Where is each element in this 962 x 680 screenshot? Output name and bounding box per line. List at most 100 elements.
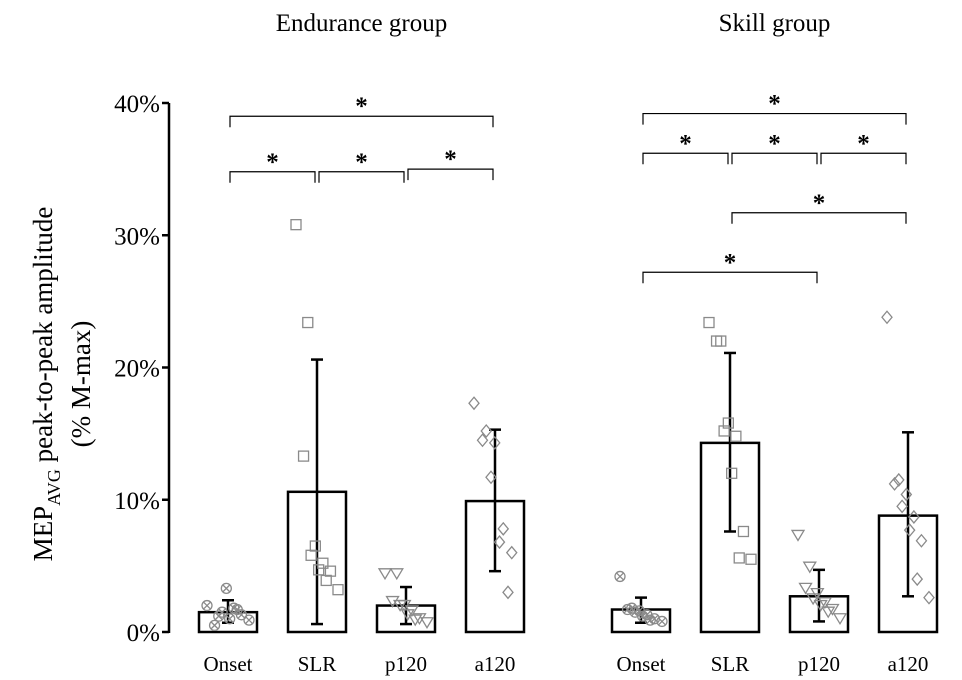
data-point-cross	[658, 617, 666, 626]
data-point-cross	[203, 601, 211, 610]
data-point	[798, 582, 813, 595]
data-point	[908, 509, 920, 524]
significance-bracket	[731, 152, 818, 165]
data-point	[497, 521, 510, 536]
data-point	[892, 472, 905, 487]
data-point	[718, 425, 730, 437]
y-axis-label-rest: peak-to-peak amplitude	[28, 207, 58, 469]
data-point	[656, 615, 668, 628]
data-point	[419, 617, 435, 630]
data-point	[485, 470, 497, 485]
y-tick-label: 0%	[127, 620, 160, 647]
data-point	[290, 219, 302, 231]
significance-bracket	[820, 152, 907, 165]
data-point	[715, 335, 727, 347]
data-point-circle	[224, 613, 236, 625]
data-point-cross	[225, 614, 234, 623]
data-point	[216, 606, 228, 618]
significance-star: *	[857, 130, 870, 157]
data-point	[832, 613, 848, 626]
significance-star: *	[355, 93, 368, 120]
bar-group: Skill group Onset SLR p120 a120 * * * * * *	[610, 10, 939, 676]
y-axis-label-line2: (% M-max)	[66, 321, 96, 448]
data-point-cross	[646, 616, 655, 625]
significance-star: *	[768, 91, 781, 118]
data-point	[313, 564, 325, 576]
data-point	[805, 593, 821, 606]
data-point	[730, 430, 742, 442]
data-point	[903, 523, 916, 538]
data-point	[224, 613, 236, 625]
group-title: Endurance group	[276, 10, 447, 37]
data-point	[821, 606, 836, 619]
data-point	[320, 574, 332, 587]
data-point	[389, 568, 404, 581]
data-point	[302, 316, 314, 329]
data-point	[243, 614, 255, 626]
data-point	[911, 572, 924, 587]
significance-bracket	[642, 112, 907, 125]
data-point	[220, 582, 232, 595]
x-category-label: Onset	[617, 652, 666, 676]
axes: 0% 10% 20% 30% 40%	[114, 91, 171, 647]
data-point-cross	[616, 572, 624, 581]
significance-bracket	[731, 212, 907, 224]
y-axis-label: MEPAVG peak-to-peak amplitude (% M-max)	[28, 207, 96, 562]
data-point	[888, 476, 901, 491]
data-point-circle	[644, 614, 656, 626]
data-point-circle	[231, 603, 243, 616]
data-point-circle	[213, 610, 225, 622]
group-title: Skill group	[719, 10, 831, 37]
data-point-cross	[222, 584, 231, 593]
data-point	[710, 335, 723, 347]
data-point	[825, 603, 840, 616]
data-point	[476, 433, 489, 448]
data-point-cross	[210, 621, 219, 630]
y-axis-label-line1: MEPAVG peak-to-peak amplitude	[28, 207, 64, 562]
significance-star: *	[813, 190, 826, 217]
data-point	[881, 310, 893, 325]
data-point	[324, 565, 337, 577]
data-point	[802, 561, 817, 574]
y-axis-label-main: MEP	[28, 506, 58, 562]
data-point	[502, 585, 514, 600]
x-category-label: SLR	[711, 652, 750, 676]
x-category-label: p120	[385, 652, 427, 676]
x-category-label: a120	[888, 652, 929, 676]
data-point	[412, 613, 427, 626]
data-point	[896, 499, 908, 514]
significance-bracket	[229, 115, 494, 128]
x-category-label: a120	[475, 652, 516, 676]
data-point-circle	[614, 570, 626, 583]
data-point	[231, 603, 243, 616]
significance-bracket	[318, 171, 405, 183]
data-point	[480, 423, 493, 438]
data-point	[201, 599, 213, 612]
data-point	[385, 595, 400, 608]
data-point	[737, 525, 750, 538]
data-point-cross	[218, 608, 227, 617]
data-point	[488, 435, 501, 450]
significance-star: *	[266, 149, 279, 176]
y-axis-label-subscript: AVG	[44, 469, 64, 506]
data-point	[392, 599, 408, 612]
data-point	[790, 529, 806, 542]
y-tick-label: 30%	[114, 223, 160, 250]
data-point	[614, 570, 626, 583]
data-point-cross	[237, 610, 246, 619]
data-point	[644, 614, 656, 626]
significance-bracket	[407, 168, 494, 181]
bar-group: Endurance group Onset SLR p120 a120 * * * *	[197, 10, 526, 676]
data-point	[900, 487, 913, 502]
data-point	[493, 535, 506, 550]
bar-groups: Endurance group Onset SLR p120 a120 * * * * Skill…	[197, 10, 939, 676]
data-point	[915, 533, 928, 548]
significance-star: *	[768, 130, 781, 157]
data-point	[817, 597, 833, 610]
data-point-circle	[208, 619, 221, 632]
y-tick-label: 40%	[114, 91, 160, 118]
data-point	[745, 553, 757, 565]
data-point-circle	[243, 614, 255, 626]
data-point-cross	[245, 616, 253, 625]
data-point	[505, 545, 518, 560]
